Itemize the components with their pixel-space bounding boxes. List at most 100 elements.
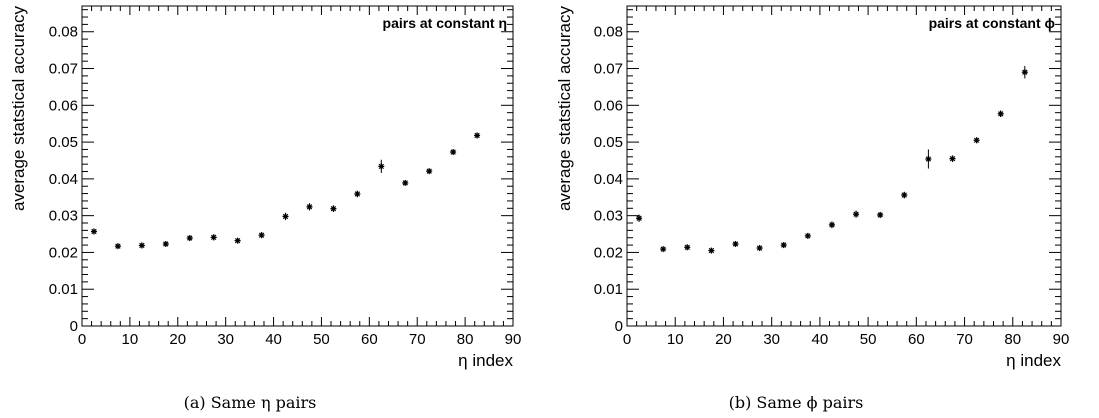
y-tick-label: 0.08 [594, 24, 623, 41]
y-tick-label: 0.04 [594, 171, 623, 188]
marker-stroke [282, 213, 289, 220]
data-point [732, 240, 739, 247]
marker-stroke [163, 241, 169, 247]
x-tick-label: 10 [122, 331, 139, 348]
marker-stroke [949, 155, 956, 162]
y-tick-label: 0.08 [49, 24, 78, 41]
y-tick-label: 0.05 [49, 134, 78, 151]
x-tick-label: 50 [860, 331, 877, 348]
y-tick-label: 0 [70, 318, 78, 335]
y-tick-label: 0.03 [49, 208, 78, 225]
chart-panel-a: 0 10 20 30 40 50 60 70 80 90 0 0.01 0.02 0.03 0.04 0.05… [9, 5, 522, 412]
marker-stroke [187, 235, 193, 241]
data-point [378, 159, 385, 173]
x-tick-label: 30 [217, 331, 234, 348]
x-tick-label: 90 [1053, 331, 1070, 348]
data-point [877, 211, 884, 218]
marker-stroke [684, 244, 690, 250]
x-tick-label: 90 [505, 331, 522, 348]
y-axis-title: average statstical accuracy [555, 6, 574, 212]
x-tick-label: 20 [715, 331, 732, 348]
marker-stroke [234, 237, 241, 244]
data-point [828, 221, 835, 229]
data-point [258, 232, 265, 239]
y-tick-label: 0.06 [49, 97, 78, 114]
panel-caption: (b) Same ϕ pairs [729, 393, 864, 412]
x-tick-label: 0 [623, 331, 631, 348]
data-point [114, 243, 121, 250]
marker-stroke [450, 149, 456, 155]
x-tick-label: 20 [169, 331, 186, 348]
x-tick-label: 40 [812, 331, 829, 348]
y-tick-label: 0.02 [49, 244, 78, 261]
data-point [186, 235, 193, 242]
data-point [138, 242, 145, 249]
marker-stroke [330, 205, 337, 212]
x-axis-title: η index [458, 351, 513, 370]
marker-stroke [402, 180, 408, 186]
marker-stroke [781, 242, 787, 248]
panel-annotation: pairs at constant ϕ [929, 15, 1055, 31]
data-point [210, 234, 217, 241]
marker-stroke [853, 211, 859, 217]
data-point [354, 190, 361, 198]
y-tick-label: 0.04 [49, 171, 78, 188]
x-tick-label: 10 [667, 331, 684, 348]
marker-stroke [925, 156, 932, 162]
data-point [901, 191, 908, 199]
marker-stroke [636, 215, 642, 221]
data-point [330, 205, 337, 212]
x-tick-label: 60 [908, 331, 925, 348]
y-tick-label: 0.03 [594, 208, 623, 225]
marker-stroke [426, 168, 432, 174]
x-tick-label: 70 [956, 331, 973, 348]
plot-frame [626, 5, 1062, 327]
data-point [1021, 65, 1028, 79]
marker-stroke [354, 191, 361, 197]
data-point [949, 155, 956, 162]
x-tick-label: 50 [313, 331, 330, 348]
marker-stroke [708, 247, 715, 254]
y-axis-title: average statstical accuracy [9, 6, 28, 212]
y-tick-label: 0.07 [594, 61, 623, 78]
data-point [474, 132, 481, 139]
y-tick-label: 0.07 [49, 61, 78, 78]
data-point [402, 179, 409, 186]
data-point [684, 244, 691, 251]
panel-caption: (a) Same η pairs [184, 393, 317, 412]
plot-frame [81, 5, 514, 327]
data-point [234, 237, 241, 244]
x-tick-label: 80 [1004, 331, 1021, 348]
x-axis-title: η index [1006, 351, 1061, 370]
data-point [660, 246, 667, 253]
y-tick-label: 0.01 [594, 281, 623, 298]
marker-stroke [877, 212, 883, 218]
marker-stroke [474, 132, 480, 139]
marker-stroke [901, 192, 907, 198]
chart-panel-b: 0 10 20 30 40 50 60 70 80 90 0 0.01 0.02 0.03 0.04 0.05… [555, 5, 1070, 412]
x-tick-label: 70 [409, 331, 426, 348]
data-point [804, 232, 811, 239]
data-point [636, 214, 643, 222]
data-point [780, 242, 787, 249]
marker-stroke [973, 137, 980, 143]
data-point [925, 149, 932, 169]
panel-annotation: pairs at constant η [383, 15, 507, 31]
marker-stroke [258, 232, 265, 238]
marker-stroke [1022, 69, 1028, 75]
x-tick-label: 30 [763, 331, 780, 348]
marker-stroke [756, 245, 763, 251]
marker-stroke [378, 163, 384, 170]
x-tick-label: 40 [265, 331, 282, 348]
y-tick-label: 0.01 [49, 281, 78, 298]
marker-stroke [805, 233, 811, 239]
marker-stroke [115, 243, 121, 249]
marker-stroke [829, 222, 835, 228]
data-point [90, 228, 97, 235]
data-point [708, 247, 715, 254]
data-point [450, 149, 457, 156]
data-point [306, 203, 313, 211]
data-point [282, 212, 289, 221]
marker-stroke [211, 234, 217, 241]
